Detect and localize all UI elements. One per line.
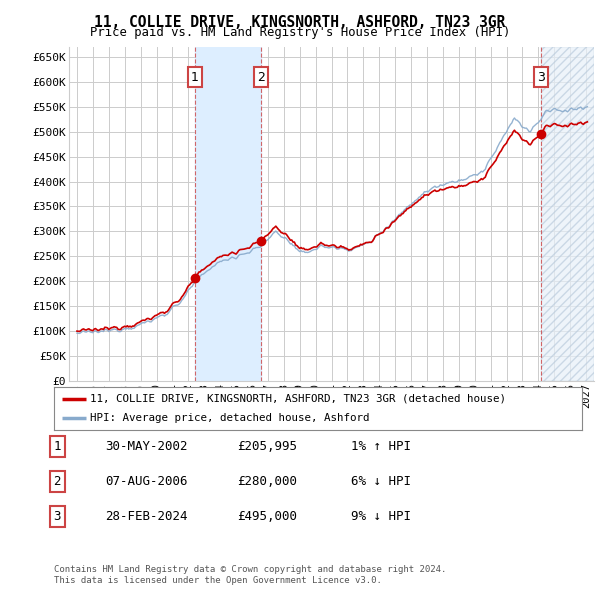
Text: 1: 1 xyxy=(53,440,61,453)
Bar xyxy=(195,47,261,381)
Text: 1% ↑ HPI: 1% ↑ HPI xyxy=(351,440,411,453)
Text: 9% ↓ HPI: 9% ↓ HPI xyxy=(351,510,411,523)
Text: HPI: Average price, detached house, Ashford: HPI: Average price, detached house, Ashf… xyxy=(90,413,370,423)
Text: £205,995: £205,995 xyxy=(237,440,297,453)
Text: 3: 3 xyxy=(53,510,61,523)
Text: 30-MAY-2002: 30-MAY-2002 xyxy=(105,440,187,453)
Text: Contains HM Land Registry data © Crown copyright and database right 2024.: Contains HM Land Registry data © Crown c… xyxy=(54,565,446,574)
Text: £495,000: £495,000 xyxy=(237,510,297,523)
Text: £280,000: £280,000 xyxy=(237,475,297,488)
Text: 2: 2 xyxy=(257,71,265,84)
Text: 11, COLLIE DRIVE, KINGSNORTH, ASHFORD, TN23 3GR: 11, COLLIE DRIVE, KINGSNORTH, ASHFORD, T… xyxy=(94,15,506,30)
Text: This data is licensed under the Open Government Licence v3.0.: This data is licensed under the Open Gov… xyxy=(54,576,382,585)
Text: 2: 2 xyxy=(53,475,61,488)
Text: 6% ↓ HPI: 6% ↓ HPI xyxy=(351,475,411,488)
Text: 1: 1 xyxy=(191,71,199,84)
Bar xyxy=(541,47,594,381)
Text: 28-FEB-2024: 28-FEB-2024 xyxy=(105,510,187,523)
Text: 07-AUG-2006: 07-AUG-2006 xyxy=(105,475,187,488)
Text: 11, COLLIE DRIVE, KINGSNORTH, ASHFORD, TN23 3GR (detached house): 11, COLLIE DRIVE, KINGSNORTH, ASHFORD, T… xyxy=(90,394,506,404)
Text: 3: 3 xyxy=(537,71,545,84)
Text: Price paid vs. HM Land Registry's House Price Index (HPI): Price paid vs. HM Land Registry's House … xyxy=(90,26,510,39)
